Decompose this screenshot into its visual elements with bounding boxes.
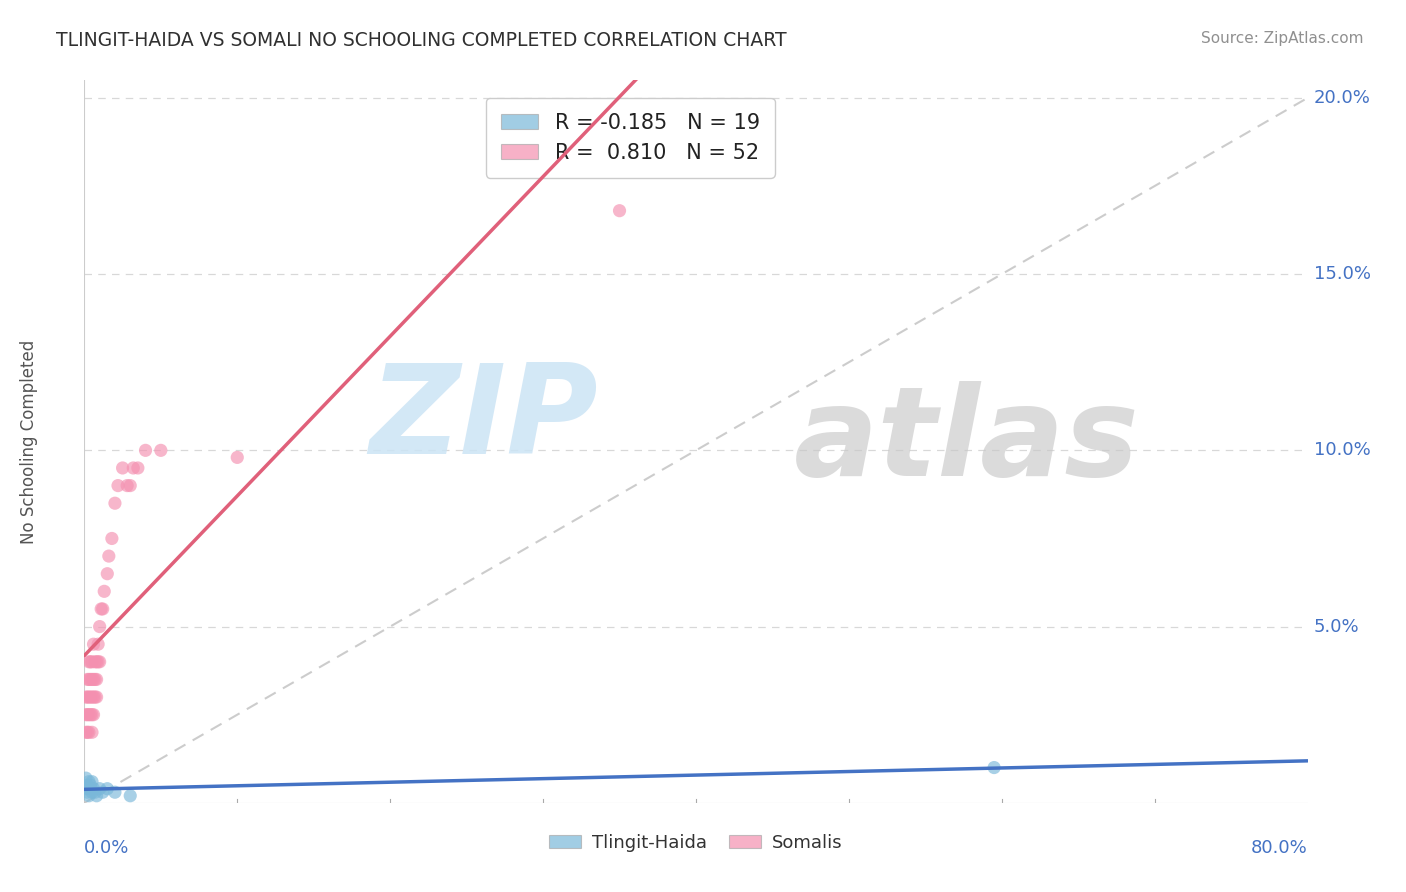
Text: ZIP: ZIP [370, 359, 598, 481]
Point [80, 707, 103, 722]
Point [75, 707, 97, 722]
Point [79, 673, 101, 687]
Point [79, 690, 101, 704]
Point [80, 785, 103, 799]
Point [101, 532, 124, 546]
Point [80, 655, 103, 669]
Point [226, 450, 249, 465]
Point [93, 584, 115, 599]
Point [97, 549, 120, 563]
Point [76, 778, 98, 792]
Point [77, 725, 100, 739]
Text: 10.0%: 10.0% [1313, 442, 1371, 459]
Legend: Tlingit-Haida, Somalis: Tlingit-Haida, Somalis [541, 826, 851, 859]
Point [79, 778, 101, 792]
Point [80, 725, 103, 739]
Point [149, 443, 172, 458]
Point [76, 673, 98, 687]
Point [111, 461, 134, 475]
Point [107, 478, 129, 492]
Point [91, 785, 114, 799]
Point [104, 785, 127, 799]
Point [75, 771, 97, 785]
Point [77, 673, 100, 687]
Point [96, 781, 118, 796]
Point [84, 690, 107, 704]
Point [87, 655, 110, 669]
Point [87, 637, 110, 651]
Point [79, 655, 101, 669]
Point [120, 478, 142, 492]
Text: 15.0%: 15.0% [1313, 265, 1371, 283]
Point [122, 461, 145, 475]
Point [83, 781, 105, 796]
Point [91, 602, 114, 616]
Point [77, 774, 100, 789]
Text: 20.0%: 20.0% [1313, 89, 1371, 107]
Text: 0.0%: 0.0% [84, 838, 129, 857]
Point [83, 690, 105, 704]
Point [84, 673, 107, 687]
Point [86, 655, 108, 669]
Point [96, 566, 118, 581]
Point [83, 673, 105, 687]
Point [86, 690, 108, 704]
Point [80, 673, 103, 687]
Point [77, 781, 100, 796]
Point [80, 690, 103, 704]
Point [89, 655, 111, 669]
Text: Source: ZipAtlas.com: Source: ZipAtlas.com [1201, 31, 1364, 46]
Point [983, 760, 1005, 774]
Point [135, 443, 157, 458]
Point [609, 203, 631, 218]
Point [120, 789, 142, 803]
Point [89, 781, 111, 796]
Point [84, 785, 107, 799]
Point [127, 461, 149, 475]
Point [76, 725, 98, 739]
Point [75, 725, 97, 739]
Text: TLINGIT-HAIDA VS SOMALI NO SCHOOLING COMPLETED CORRELATION CHART: TLINGIT-HAIDA VS SOMALI NO SCHOOLING COM… [56, 31, 787, 50]
Point [77, 690, 100, 704]
Point [75, 781, 97, 796]
Text: 5.0%: 5.0% [1313, 617, 1360, 636]
Point [77, 707, 100, 722]
Point [89, 619, 111, 633]
Point [86, 673, 108, 687]
Text: No Schooling Completed: No Schooling Completed [20, 340, 38, 543]
Point [80, 774, 103, 789]
Point [76, 707, 98, 722]
Point [75, 690, 97, 704]
Text: 80.0%: 80.0% [1251, 838, 1308, 857]
Point [90, 602, 112, 616]
Point [104, 496, 127, 510]
Point [76, 785, 98, 799]
Point [76, 690, 98, 704]
Text: atlas: atlas [794, 381, 1140, 502]
Point [83, 637, 105, 651]
Point [84, 655, 107, 669]
Point [86, 789, 108, 803]
Point [77, 655, 100, 669]
Point [115, 478, 138, 492]
Point [77, 789, 100, 803]
Point [83, 707, 105, 722]
Point [79, 707, 101, 722]
